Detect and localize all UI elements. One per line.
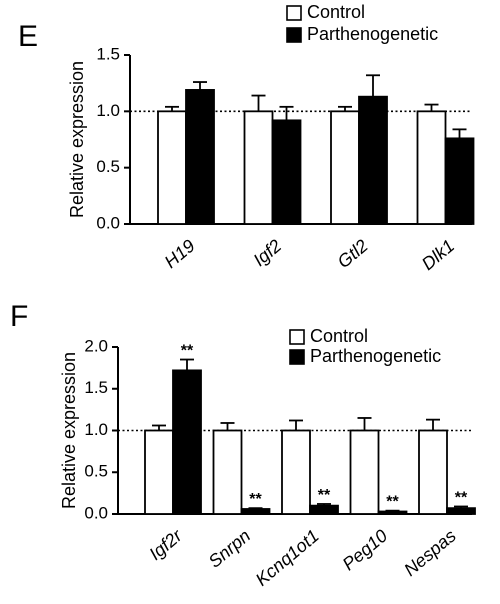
panel-f-significance-label: **	[455, 489, 468, 506]
panel-e-bar-control	[157, 110, 187, 225]
panel-e-bar-parthenogenetic	[358, 95, 388, 225]
panel-e-bar-control	[416, 110, 447, 225]
panel-f-legend-label: Parthenogenetic	[310, 346, 441, 366]
panel-f-y-tick-label: 2.0	[84, 336, 108, 355]
panel-f-bar-parthenogenetic	[309, 504, 339, 515]
panel-f-significance-label: **	[386, 494, 399, 511]
panel-e-y-axis-title: Relative expression	[67, 61, 87, 218]
panel-f-bar-parthenogenetic	[172, 369, 202, 515]
panel-f-significance-label: **	[318, 487, 331, 504]
panel-e-y-tick-label: 0.5	[96, 157, 120, 176]
panel-f-bar-control	[144, 429, 174, 515]
panel-f-bar-control	[281, 429, 311, 515]
panel-f-legend-label: Control	[310, 326, 368, 346]
panel-e-legend-label: Parthenogenetic	[307, 24, 438, 44]
panel-f-bar-control	[418, 429, 448, 515]
panel-e-x-tick-label: Dlk1	[418, 236, 458, 274]
panel-f-bar-parthenogenetic	[446, 507, 476, 515]
panel-f-legend-swatch-parthenogenetic	[289, 349, 305, 365]
panel-f-bar-parthenogenetic	[240, 508, 271, 515]
panel-f-x-tick-label: Nespas	[400, 526, 460, 581]
panel-f-x-tick-label: Kcnq1ot1	[252, 526, 323, 590]
panel-e-x-tick-label: Gtl2	[334, 236, 372, 273]
panel-e-legend-swatch-control	[286, 5, 302, 21]
panel-f-bar-control	[349, 429, 380, 515]
panel-e-legend-swatch-parthenogenetic	[286, 27, 302, 43]
panel-e-y-tick-label: 1.5	[96, 44, 120, 63]
panel-e-letter: E	[18, 20, 38, 53]
panel-f-significance-label: **	[249, 491, 262, 508]
panel-e-y-tick-label: 1.0	[96, 101, 120, 120]
panel-e-x-tick-label: Igf2	[249, 236, 285, 271]
panel-f-significance-label: **	[181, 343, 194, 360]
panel-e-bar-parthenogenetic	[185, 89, 215, 225]
panel-f-y-axis-title: Relative expression	[59, 352, 79, 509]
panel-e-bar-control	[330, 110, 360, 225]
panel-e-bar-parthenogenetic	[444, 137, 475, 225]
panel-f-bar-control	[212, 429, 243, 515]
panel-f-x-tick-label: Peg10	[339, 526, 392, 575]
panel-f-bar-parthenogenetic	[377, 510, 408, 515]
panel-f-y-tick-label: 1.5	[84, 378, 108, 397]
panel-e-legend-label: Control	[307, 2, 365, 22]
panel-f-x-tick-label: Snrpn	[205, 526, 255, 572]
panel-f-y-tick-label: 0.5	[84, 462, 108, 481]
panel-f-letter: F	[10, 300, 28, 333]
panel-f-x-tick-label: Igf2r	[145, 525, 186, 564]
panel-e-bar-control	[243, 110, 274, 225]
panel-e-y-tick-label: 0.0	[96, 213, 120, 232]
panel-f-y-tick-label: 0.0	[84, 503, 108, 522]
panel-e-x-tick-label: H19	[161, 236, 199, 273]
panel-f-legend-swatch-control	[289, 329, 305, 345]
panel-f-y-tick-label: 1.0	[84, 420, 108, 439]
panel-e-bar-parthenogenetic	[271, 119, 302, 225]
